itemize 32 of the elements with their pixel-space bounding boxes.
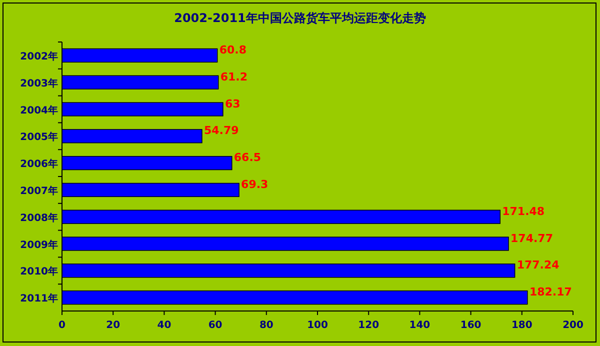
x-tick-label: 0 bbox=[58, 320, 66, 331]
data-label: 60.8 bbox=[219, 43, 246, 56]
y-tick-label: 2004年 bbox=[20, 104, 58, 116]
x-tick-label: 40 bbox=[157, 320, 172, 331]
x-tick-label: 160 bbox=[460, 320, 482, 331]
data-label: 182.17 bbox=[529, 286, 572, 299]
chart-title: 2002-2011年中国公路货车平均运距变化走势 bbox=[174, 11, 426, 25]
x-tick-label: 20 bbox=[106, 320, 120, 331]
y-tick-label: 2005年 bbox=[20, 131, 58, 144]
data-label: 174.77 bbox=[510, 232, 553, 245]
y-tick-label: 2010年 bbox=[20, 266, 58, 278]
y-tick-label: 2011年 bbox=[20, 292, 58, 305]
x-tick-label: 180 bbox=[511, 320, 532, 331]
y-tick-label: 2009年 bbox=[20, 238, 58, 251]
data-label: 66.5 bbox=[234, 151, 262, 164]
x-tick-label: 100 bbox=[307, 320, 328, 331]
data-label: 54.79 bbox=[204, 124, 239, 138]
y-tick-label: 2003年 bbox=[20, 77, 58, 90]
data-label: 69.3 bbox=[241, 178, 268, 191]
x-tick-label: 60 bbox=[208, 320, 222, 331]
data-label: 61.2 bbox=[220, 70, 248, 84]
data-label: 171.48 bbox=[502, 204, 545, 218]
x-tick-label: 120 bbox=[358, 320, 380, 331]
y-tick-label: 2002年 bbox=[20, 50, 58, 62]
data-label: 177.24 bbox=[516, 258, 560, 272]
y-tick-label: 2008年 bbox=[20, 212, 58, 224]
x-tick-label: 200 bbox=[562, 320, 584, 331]
x-tick-label: 80 bbox=[259, 320, 274, 331]
x-tick-label: 140 bbox=[409, 320, 430, 331]
data-label: 63 bbox=[224, 97, 240, 110]
y-tick-label: 2007年 bbox=[20, 184, 58, 197]
y-tick-label: 2006年 bbox=[20, 158, 58, 170]
